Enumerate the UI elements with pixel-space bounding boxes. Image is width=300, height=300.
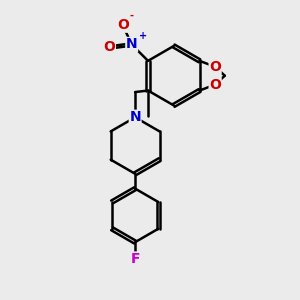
Text: O: O bbox=[209, 60, 221, 74]
Text: F: F bbox=[130, 252, 140, 266]
Text: O: O bbox=[103, 40, 115, 55]
Text: N: N bbox=[126, 38, 137, 52]
Text: O: O bbox=[117, 18, 129, 32]
Text: -: - bbox=[129, 11, 133, 21]
Text: O: O bbox=[209, 78, 221, 92]
Text: +: + bbox=[139, 31, 147, 40]
Text: N: N bbox=[129, 110, 141, 124]
